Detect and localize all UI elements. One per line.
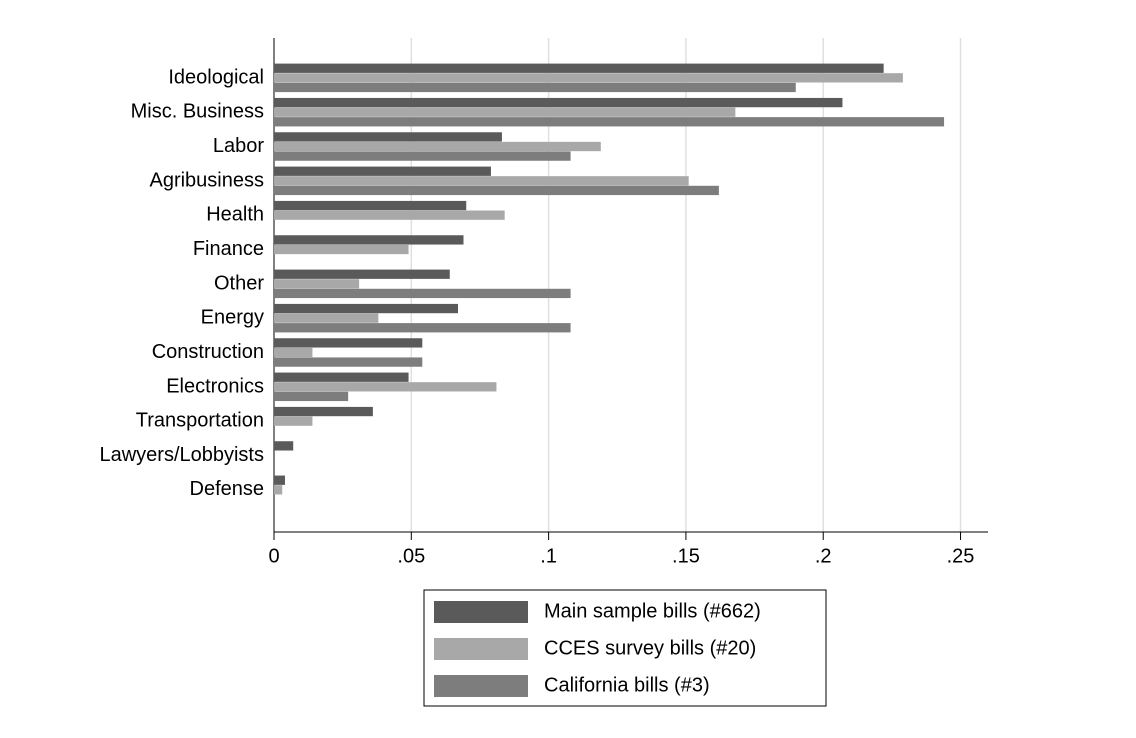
bar: [274, 279, 360, 289]
bar: [274, 244, 409, 255]
bar: [274, 441, 294, 451]
bar: [274, 485, 283, 495]
bar: [274, 288, 571, 299]
y-tick-label: Transportation: [136, 410, 264, 432]
y-tick-label: Health: [206, 204, 264, 226]
bar: [274, 166, 491, 176]
x-tick-label: .05: [397, 545, 425, 567]
y-tick-label: Other: [214, 272, 264, 294]
bar: [274, 382, 497, 392]
x-tick-label: .1: [540, 545, 557, 567]
bar: [274, 73, 903, 83]
bar: [274, 97, 843, 108]
bar: [274, 347, 313, 358]
bar: [274, 372, 409, 382]
bar: [274, 185, 719, 196]
y-tick-label: Labor: [213, 135, 264, 157]
y-tick-label: Electronics: [166, 375, 264, 397]
bar: [274, 107, 736, 117]
bar: [274, 323, 571, 333]
y-tick-label: Construction: [152, 341, 264, 363]
bar: [274, 117, 945, 127]
y-tick-label: Defense: [190, 478, 265, 500]
bar: [274, 269, 450, 279]
x-tick-label: .15: [672, 545, 700, 567]
bar: [274, 200, 467, 211]
bar: [274, 132, 502, 142]
bar: [274, 151, 571, 161]
bar: [274, 313, 379, 323]
y-tick-label: Ideological: [168, 66, 264, 88]
x-tick-label: .2: [815, 545, 832, 567]
bar: [274, 406, 373, 417]
bar: [274, 416, 313, 426]
bar: [274, 63, 884, 73]
y-tick-label: Lawyers/Lobbyists: [99, 444, 264, 466]
legend-label: CCES survey bills (#20): [544, 637, 756, 659]
bar: [274, 176, 689, 186]
bar: [274, 338, 423, 348]
legend-swatch: [434, 638, 528, 660]
y-tick-label: Misc. Business: [131, 101, 264, 123]
bar: [274, 82, 796, 93]
bar: [274, 141, 601, 152]
legend-swatch: [434, 675, 528, 697]
x-tick-label: 0: [268, 545, 279, 567]
bar: [274, 235, 464, 245]
bar: [274, 357, 423, 367]
legend-label: Main sample bills (#662): [544, 600, 761, 622]
y-tick-label: Agribusiness: [149, 169, 264, 191]
bar: [274, 303, 458, 314]
bar: [274, 391, 349, 402]
bar: [274, 210, 505, 220]
x-tick-label: .25: [947, 545, 975, 567]
legend-label: California bills (#3): [544, 674, 710, 696]
bar: [274, 475, 285, 485]
legend-swatch: [434, 601, 528, 623]
y-tick-label: Energy: [201, 307, 264, 329]
y-tick-label: Finance: [193, 238, 264, 260]
